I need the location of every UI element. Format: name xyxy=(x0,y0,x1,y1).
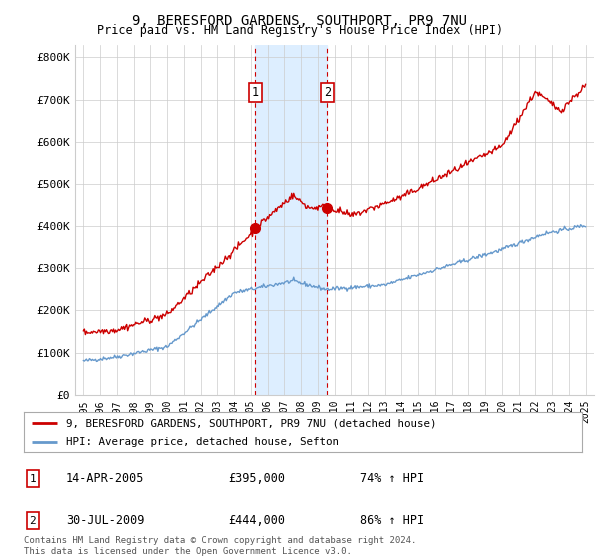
Text: £395,000: £395,000 xyxy=(228,472,285,485)
Text: Price paid vs. HM Land Registry's House Price Index (HPI): Price paid vs. HM Land Registry's House … xyxy=(97,24,503,37)
Text: £444,000: £444,000 xyxy=(228,514,285,527)
Text: 30-JUL-2009: 30-JUL-2009 xyxy=(66,514,145,527)
Text: 14-APR-2005: 14-APR-2005 xyxy=(66,472,145,485)
Text: 2: 2 xyxy=(324,86,331,99)
Text: 9, BERESFORD GARDENS, SOUTHPORT, PR9 7NU (detached house): 9, BERESFORD GARDENS, SOUTHPORT, PR9 7NU… xyxy=(66,418,436,428)
Text: 86% ↑ HPI: 86% ↑ HPI xyxy=(360,514,424,527)
Text: 9, BERESFORD GARDENS, SOUTHPORT, PR9 7NU: 9, BERESFORD GARDENS, SOUTHPORT, PR9 7NU xyxy=(133,14,467,28)
Text: Contains HM Land Registry data © Crown copyright and database right 2024.
This d: Contains HM Land Registry data © Crown c… xyxy=(24,536,416,556)
Text: HPI: Average price, detached house, Sefton: HPI: Average price, detached house, Seft… xyxy=(66,437,339,447)
Text: 2: 2 xyxy=(29,516,37,525)
Text: 74% ↑ HPI: 74% ↑ HPI xyxy=(360,472,424,485)
Text: 1: 1 xyxy=(29,474,37,483)
Text: 1: 1 xyxy=(252,86,259,99)
Bar xyxy=(256,45,328,395)
